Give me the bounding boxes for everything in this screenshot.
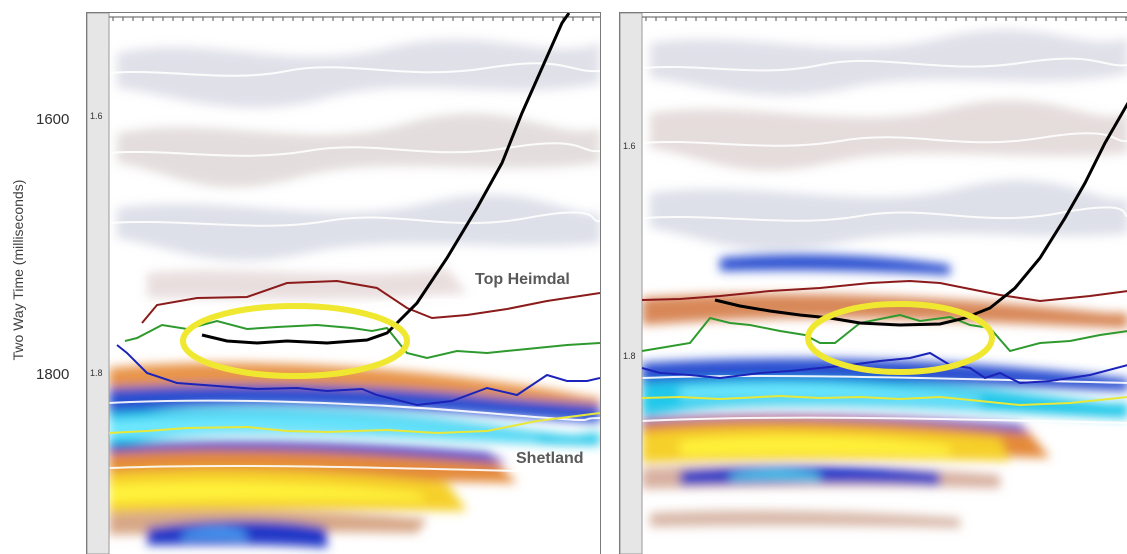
shetland-horizon — [108, 412, 600, 435]
right-seismic-panel: 1.6 1.8 — [619, 12, 1127, 554]
y-tick-1800: 1800 — [36, 366, 70, 383]
y-axis-label: Two Way Time (milliseconds) — [10, 179, 26, 361]
right-inner-tick-lower: 1.8 — [623, 351, 636, 361]
left-inner-tick-lower: 1.8 — [90, 368, 103, 378]
left-inner-tick-upper: 1.6 — [90, 111, 103, 121]
amplitude-bands — [109, 362, 600, 548]
left-seismic-panel: 1.6 1.8 Top Heimdal Shetland — [86, 12, 601, 554]
highlight-ellipse — [180, 303, 410, 379]
top-heimdal-horizon-right — [641, 279, 1127, 303]
y-tick-1600: 1600 — [36, 111, 70, 128]
well-path — [201, 13, 571, 345]
right-seismic-section — [620, 13, 1127, 554]
top-heimdal-horizon — [141, 279, 600, 324]
blue-horizon — [116, 344, 600, 407]
blue-horizon-right — [641, 351, 1127, 385]
highlight-ellipse-right — [805, 301, 995, 375]
right-inner-tick-upper: 1.6 — [623, 141, 636, 151]
shetland-horizon-right — [641, 394, 1127, 407]
shetland-label: Shetland — [516, 450, 584, 467]
background-texture — [117, 39, 600, 300]
left-seismic-section — [87, 13, 600, 554]
contour-lines — [108, 62, 600, 474]
top-heimdal-label: Top Heimdal — [475, 271, 570, 288]
well-path-right — [714, 102, 1127, 327]
top-tick-ruler-right — [645, 17, 1127, 21]
top-tick-ruler — [112, 17, 594, 21]
green-horizon — [124, 319, 600, 360]
